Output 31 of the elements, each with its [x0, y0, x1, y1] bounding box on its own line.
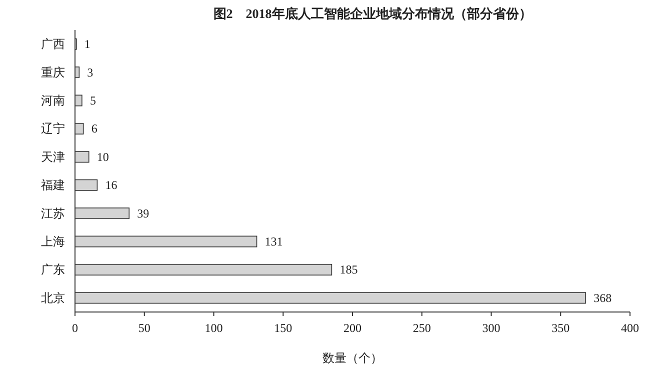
y-tick-label: 重庆 [41, 65, 65, 80]
data-label: 10 [96, 150, 109, 164]
x-tick-label: 0 [72, 321, 78, 335]
data-label: 6 [91, 122, 98, 136]
x-tick-label: 200 [344, 321, 362, 335]
data-label: 1 [84, 37, 90, 52]
data-label: 3 [87, 65, 94, 80]
y-tick-label: 天津 [41, 150, 65, 164]
x-tick-label: 50 [138, 321, 150, 335]
data-label: 39 [137, 206, 150, 220]
y-tick-label: 广西 [41, 37, 65, 52]
y-tick-label: 广东 [41, 262, 65, 277]
data-label: 16 [105, 178, 118, 192]
x-tick-label: 300 [482, 321, 500, 335]
y-tick-label: 河南 [41, 94, 65, 108]
x-tick-label: 350 [552, 321, 570, 335]
data-label: 131 [264, 234, 283, 248]
data-label: 368 [594, 290, 612, 305]
x-tick-label: 150 [274, 321, 292, 335]
x-tick-label: 250 [412, 321, 431, 335]
x-tick-label: 100 [204, 321, 223, 335]
y-tick-label: 辽宁 [41, 122, 65, 136]
y-tick-label: 上海 [41, 234, 65, 248]
data-label: 5 [90, 94, 96, 108]
chart-title: 图2 2018年底人工智能企业地域分布情况（部分省份） [213, 6, 532, 21]
x-tick-label: 400 [621, 321, 639, 335]
y-tick-label: 江苏 [41, 206, 65, 220]
y-tick-label: 福建 [41, 178, 65, 192]
x-axis-title: 数量（个） [322, 351, 382, 365]
y-tick-label: 北京 [41, 290, 65, 305]
data-label: 185 [340, 262, 358, 277]
